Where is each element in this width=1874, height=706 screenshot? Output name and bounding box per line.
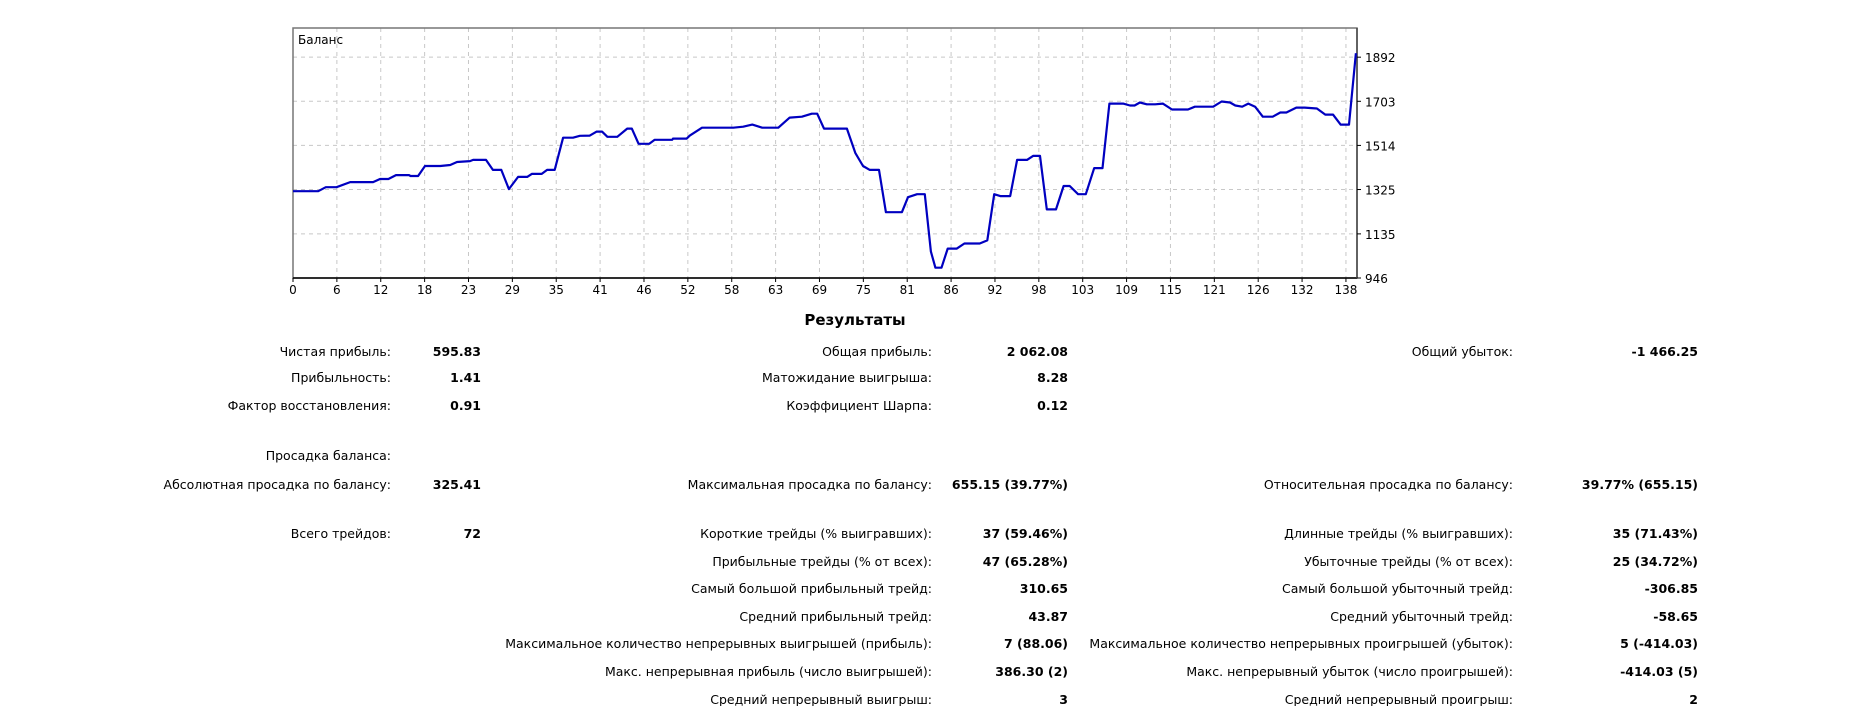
x-tick-label: 121: [1203, 283, 1226, 297]
stat-value: 0.12: [1037, 398, 1068, 413]
stat-label: Прибыльные трейды (% от всех):: [712, 554, 932, 569]
x-tick-label: 35: [549, 283, 564, 297]
x-tick-label: 109: [1115, 283, 1138, 297]
stat-label: Матожидание выигрыша:: [761, 370, 932, 385]
x-tick-label: 63: [768, 283, 783, 297]
x-tick-label: 23: [461, 283, 476, 297]
x-tick-label: 69: [812, 283, 827, 297]
x-tick-label: 138: [1334, 283, 1357, 297]
stat-value: -306.85: [1644, 581, 1698, 596]
stat-value: 1.41: [450, 370, 481, 385]
stat-label: Короткие трейды (% выигравших):: [700, 526, 932, 541]
y-tick-label: 1514: [1365, 139, 1396, 153]
stat-value: 386.30 (2): [995, 664, 1068, 679]
stat-value: 325.41: [432, 477, 481, 492]
stat-value: -1 466.25: [1631, 344, 1698, 359]
x-tick-label: 132: [1291, 283, 1314, 297]
x-tick-label: 81: [900, 283, 915, 297]
stat-label: Коэффициент Шарпа:: [786, 398, 932, 413]
x-tick-label: 103: [1071, 283, 1094, 297]
stat-value: 47 (65.28%): [982, 554, 1068, 569]
x-tick-label: 86: [943, 283, 958, 297]
chart-title: Баланс: [298, 33, 343, 47]
x-tick-label: 0: [289, 283, 297, 297]
stat-label: Общая прибыль:: [822, 344, 932, 359]
x-tick-label: 18: [417, 283, 432, 297]
stat-value: 7 (88.06): [1003, 636, 1068, 651]
chart-grid: [293, 28, 1357, 278]
stat-label: Средний убыточный трейд:: [1330, 609, 1513, 624]
x-tick-label: 41: [592, 283, 607, 297]
stat-value: 25 (34.72%): [1612, 554, 1698, 569]
chart-frame: [292, 27, 1358, 279]
stat-value: 37 (59.46%): [982, 526, 1068, 541]
x-tick-label: 126: [1247, 283, 1270, 297]
stat-label: Средний непрерывный выигрыш:: [710, 692, 932, 706]
x-tick-label: 6: [333, 283, 341, 297]
stat-value: 8.28: [1037, 370, 1068, 385]
y-tick-label: 1892: [1365, 51, 1396, 65]
stat-value: 43.87: [1028, 609, 1068, 624]
stat-value: 5 (-414.03): [1620, 636, 1698, 651]
x-tick-label: 12: [373, 283, 388, 297]
results-title: Результаты: [804, 311, 906, 329]
x-tick-label: 29: [505, 283, 520, 297]
stat-value: 3: [1059, 692, 1068, 706]
stat-value: -58.65: [1653, 609, 1698, 624]
stat-value: 39.77% (655.15): [1581, 477, 1698, 492]
balance-line: [293, 53, 1357, 269]
stat-value: 2 062.08: [1006, 344, 1068, 359]
x-tick-label: 52: [680, 283, 695, 297]
stat-label: Макс. непрерывный убыток (число проигрыш…: [1186, 664, 1513, 679]
balance-chart: Баланс 0 6 12 18 23 29 35 41 46 52 58 63 69 75 81 86 92 9…: [289, 27, 1396, 297]
stat-value: -414.03 (5): [1620, 664, 1698, 679]
stat-label: Максимальное количество непрерывных выиг…: [505, 636, 932, 651]
stat-value: 2: [1689, 692, 1698, 706]
stat-label: Средний непрерывный проигрыш:: [1284, 692, 1513, 706]
stat-label: Максимальная просадка по балансу:: [687, 477, 932, 492]
y-tick-label: 1703: [1365, 95, 1396, 109]
stat-label: Средний прибыльный трейд:: [739, 609, 932, 624]
stat-label: Максимальное количество непрерывных прои…: [1089, 636, 1513, 651]
stat-label: Всего трейдов:: [290, 526, 391, 541]
stat-value: 35 (71.43%): [1612, 526, 1698, 541]
stat-label: Фактор восстановления:: [227, 398, 391, 413]
stat-label: Убыточные трейды (% от всех):: [1304, 554, 1513, 569]
x-tick-label: 75: [856, 283, 871, 297]
stat-label: Макс. непрерывная прибыль (число выигрыш…: [604, 664, 932, 679]
x-tick-label: 58: [724, 283, 739, 297]
x-tick-label: 46: [636, 283, 651, 297]
stat-value: 72: [463, 526, 481, 541]
stat-value: 0.91: [450, 398, 481, 413]
x-tick-label: 98: [1031, 283, 1046, 297]
stat-value: 310.65: [1019, 581, 1068, 596]
stat-label: Длинные трейды (% выигравших):: [1284, 526, 1513, 541]
x-tick-label: 92: [987, 283, 1002, 297]
y-tick-label: 1135: [1365, 228, 1396, 242]
stat-label: Прибыльность:: [291, 370, 391, 385]
stat-label: Самый большой прибыльный трейд:: [691, 581, 932, 596]
stat-label: Чистая прибыль:: [279, 344, 391, 359]
y-tick-label: 1325: [1365, 184, 1396, 198]
stat-label: Относительная просадка по балансу:: [1263, 477, 1513, 492]
stat-label: Просадка баланса:: [265, 448, 391, 463]
x-tick-label: 115: [1159, 283, 1182, 297]
stat-value: 595.83: [432, 344, 481, 359]
stat-value: 655.15 (39.77%): [951, 477, 1068, 492]
stat-label: Абсолютная просадка по балансу:: [163, 477, 391, 492]
stat-label: Общий убыток:: [1411, 344, 1513, 359]
y-tick-label: 946: [1365, 272, 1388, 286]
stat-label: Самый большой убыточный трейд:: [1282, 581, 1513, 596]
